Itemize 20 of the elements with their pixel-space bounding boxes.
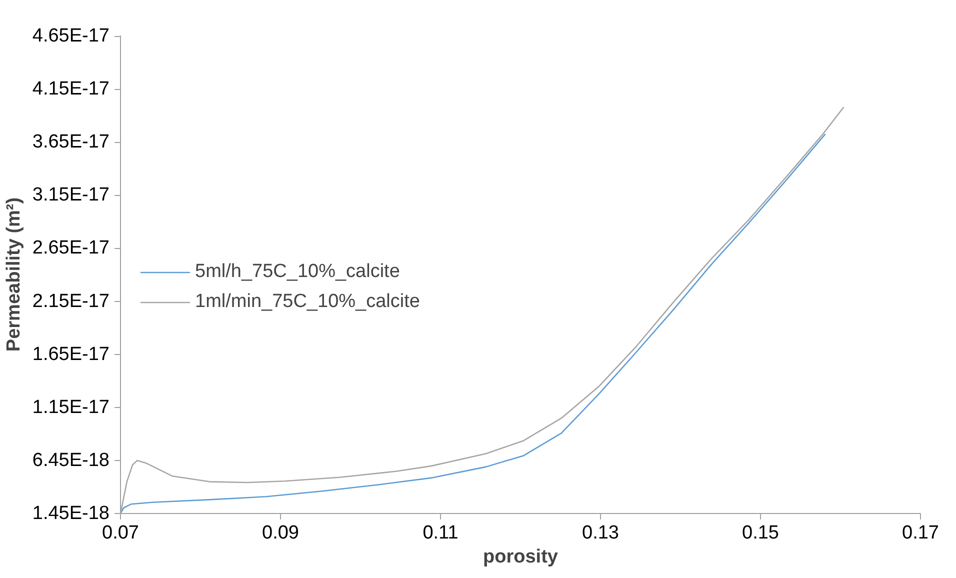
- y-tick-label: 2.65E-17: [32, 238, 110, 259]
- y-tick-label: 1.15E-17: [32, 396, 110, 418]
- y-tick-label: 4.15E-17: [32, 78, 110, 100]
- x-tick-label: 0.09: [262, 522, 299, 544]
- x-axis-title: porosity: [483, 546, 558, 568]
- x-tick-label: 0.07: [102, 522, 139, 544]
- y-tick-label: 1.45E-18: [32, 503, 110, 524]
- y-tick-label: 3.15E-17: [32, 184, 110, 206]
- x-tick-label: 0.11: [422, 522, 458, 544]
- y-tick-label: 6.45E-18: [32, 450, 110, 471]
- legend-label: 1ml/min_75C_10%_calcite: [195, 291, 420, 313]
- y-tick-label: 1.65E-17: [32, 344, 110, 365]
- legend-label: 5ml/h_75C_10%_calcite: [195, 261, 400, 283]
- y-tick-label: 4.65E-17: [32, 26, 110, 47]
- x-tick-label: 0.15: [742, 522, 779, 544]
- y-tick-label: 3.65E-17: [32, 132, 110, 153]
- x-tick-label: 0.17: [902, 522, 939, 544]
- y-axis-title: Permeability (m²): [3, 197, 24, 352]
- x-tick-label: 0.13: [582, 522, 619, 544]
- y-tick-label: 2.15E-17: [32, 290, 110, 312]
